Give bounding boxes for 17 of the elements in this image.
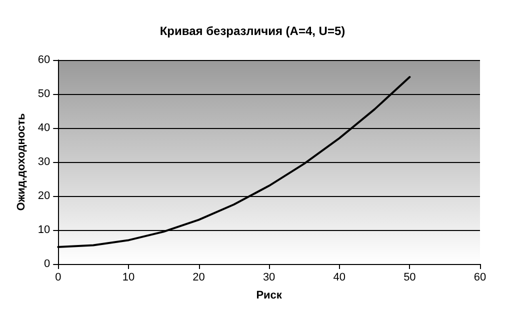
x-tick-label: 50 bbox=[404, 272, 416, 284]
x-tick-label: 10 bbox=[122, 272, 135, 284]
x-tick-label: 60 bbox=[474, 272, 486, 284]
chart-title: Кривая безразличия (A=4, U=5) bbox=[160, 24, 346, 38]
y-tick-label: 10 bbox=[38, 224, 50, 236]
x-tick-label: 30 bbox=[262, 272, 276, 284]
y-axis-title: Ожид.доходность bbox=[16, 113, 28, 211]
y-tick-label: 60 bbox=[38, 54, 50, 66]
x-tick-label: 40 bbox=[333, 272, 346, 284]
x-tick-label: 20 bbox=[192, 272, 205, 284]
y-tick-label: 30 bbox=[38, 156, 50, 168]
x-tick-label: 0 bbox=[55, 272, 62, 284]
y-tick-label: 20 bbox=[38, 190, 50, 202]
x-axis-title: Риск bbox=[256, 290, 282, 302]
y-tick-label: 0 bbox=[44, 258, 50, 270]
y-tick-label: 40 bbox=[38, 122, 50, 134]
y-tick-label: 50 bbox=[38, 88, 50, 100]
